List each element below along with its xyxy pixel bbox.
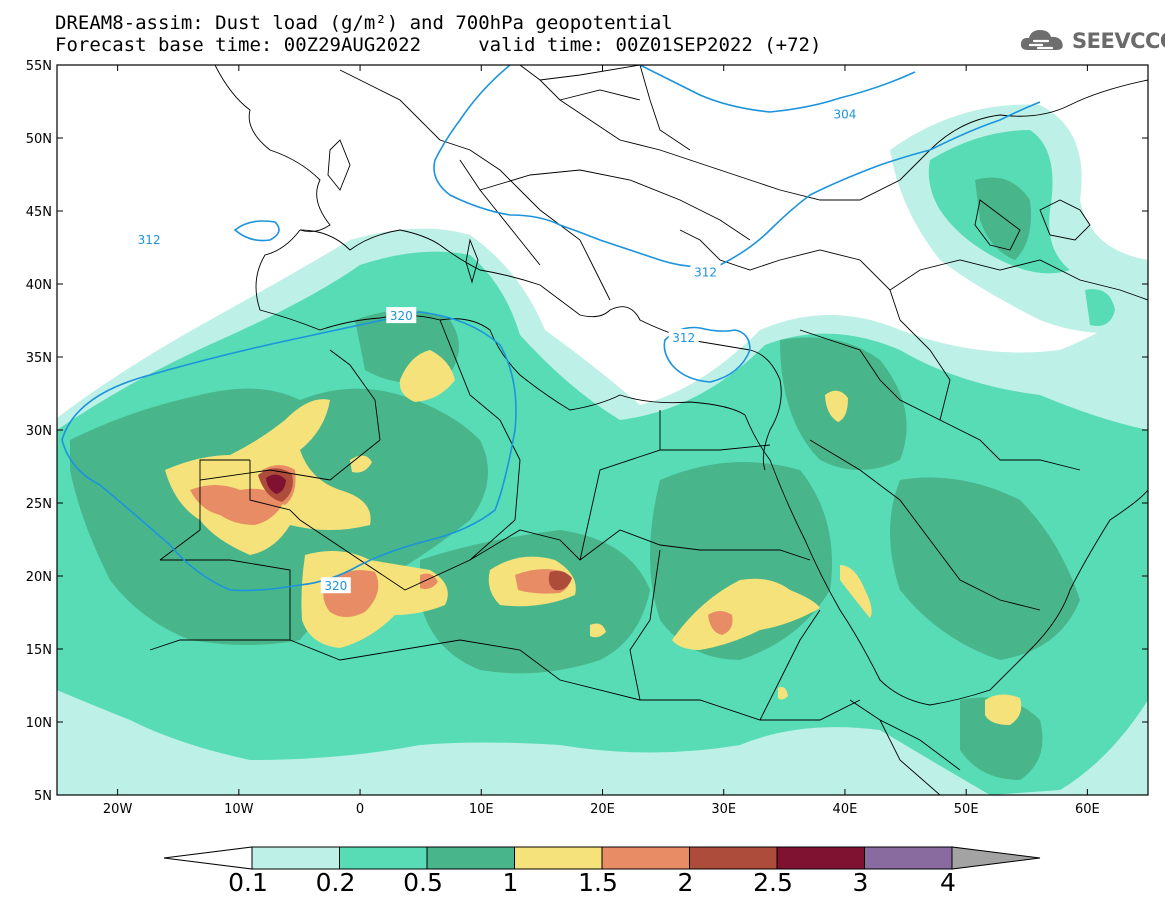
- contour-label: 312: [138, 233, 161, 247]
- contour-label: 320: [324, 579, 347, 593]
- colorbar-under-arrow: [163, 846, 253, 870]
- lon-tick-label: 50E: [954, 802, 979, 817]
- lat-tick-label: 15N: [26, 643, 52, 658]
- lon-tick-label: 40E: [833, 802, 858, 817]
- colorbar-segment: [601, 846, 690, 870]
- colorbar-segment: [776, 846, 865, 870]
- lat-tick-label: 25N: [26, 497, 52, 512]
- lat-tick-label: 40N: [26, 278, 52, 293]
- seevccc-logo: SEEVCCC: [1018, 24, 1165, 58]
- colorbar-label: 0.5: [403, 868, 443, 897]
- contour-label: 312: [694, 265, 717, 279]
- colorbar-segment: [864, 846, 953, 870]
- lon-tick-label: 20E: [590, 802, 615, 817]
- contour-label-group: 304 312 312 320 320 312: [134, 105, 860, 594]
- colorbar-label: 2: [678, 868, 694, 897]
- lat-tick-label: 50N: [26, 132, 52, 147]
- colorbar-label: 1.5: [578, 868, 618, 897]
- contour-label-bg: [320, 577, 351, 594]
- axis-group: 55N 50N 45N 40N 35N 30N 25N 20N 15N 10N 5N 20W 10W 0 1…: [26, 59, 1148, 817]
- lat-tick-label: 20N: [26, 570, 52, 585]
- colorbar-label: 0.2: [316, 868, 356, 897]
- colorbar-segment: [514, 846, 603, 870]
- lat-tick-label: 5N: [34, 789, 52, 804]
- contour-label: 304: [833, 108, 856, 122]
- contour-label-bg: [134, 231, 165, 248]
- colorbar-segment: [251, 846, 340, 870]
- contour-label: 312: [672, 331, 695, 345]
- lon-tick-label: 20W: [103, 802, 133, 817]
- contour-label-bg: [829, 105, 860, 122]
- contour-label-bg: [690, 263, 721, 280]
- lat-tick-label: 10N: [26, 716, 52, 731]
- colorbar-label: 4: [940, 868, 956, 897]
- colorbar-label: 3: [853, 868, 869, 897]
- title-line-2: Forecast base time: 00Z29AUG2022 valid t…: [55, 34, 822, 56]
- dust-load-field: [57, 65, 1148, 795]
- colorbar-segment: [426, 846, 515, 870]
- contour-label: 320: [390, 309, 413, 323]
- title-line-1: DREAM8-assim: Dust load (g/m²) and 700hP…: [55, 12, 673, 34]
- colorbar-label: 1: [503, 868, 519, 897]
- logo-text: SEEVCCC: [1072, 29, 1165, 53]
- lon-tick-label: 60E: [1075, 802, 1100, 817]
- colorbar-label: 0.1: [228, 868, 268, 897]
- colorbar-segment: [689, 846, 778, 870]
- contour-label-bg: [668, 329, 699, 346]
- lon-tick-label: 10E: [469, 802, 494, 817]
- lat-tick-label: 55N: [26, 59, 52, 74]
- lat-tick-label: 30N: [26, 424, 52, 439]
- lon-tick-label: 30E: [711, 802, 736, 817]
- cloud-logo-icon: [1020, 30, 1063, 50]
- colorbar-label: 2.5: [753, 868, 793, 897]
- colorbar: 0.1 0.2 0.5 1 1.5 2 2.5 3 4: [163, 846, 1041, 897]
- colorbar-over-arrow: [951, 846, 1041, 870]
- lon-tick-label: 0: [356, 802, 364, 817]
- colorbar-segment: [339, 846, 428, 870]
- contour-label-bg: [386, 307, 417, 324]
- lat-tick-label: 35N: [26, 351, 52, 366]
- lat-tick-label: 45N: [26, 205, 52, 220]
- lon-tick-label: 10W: [224, 802, 254, 817]
